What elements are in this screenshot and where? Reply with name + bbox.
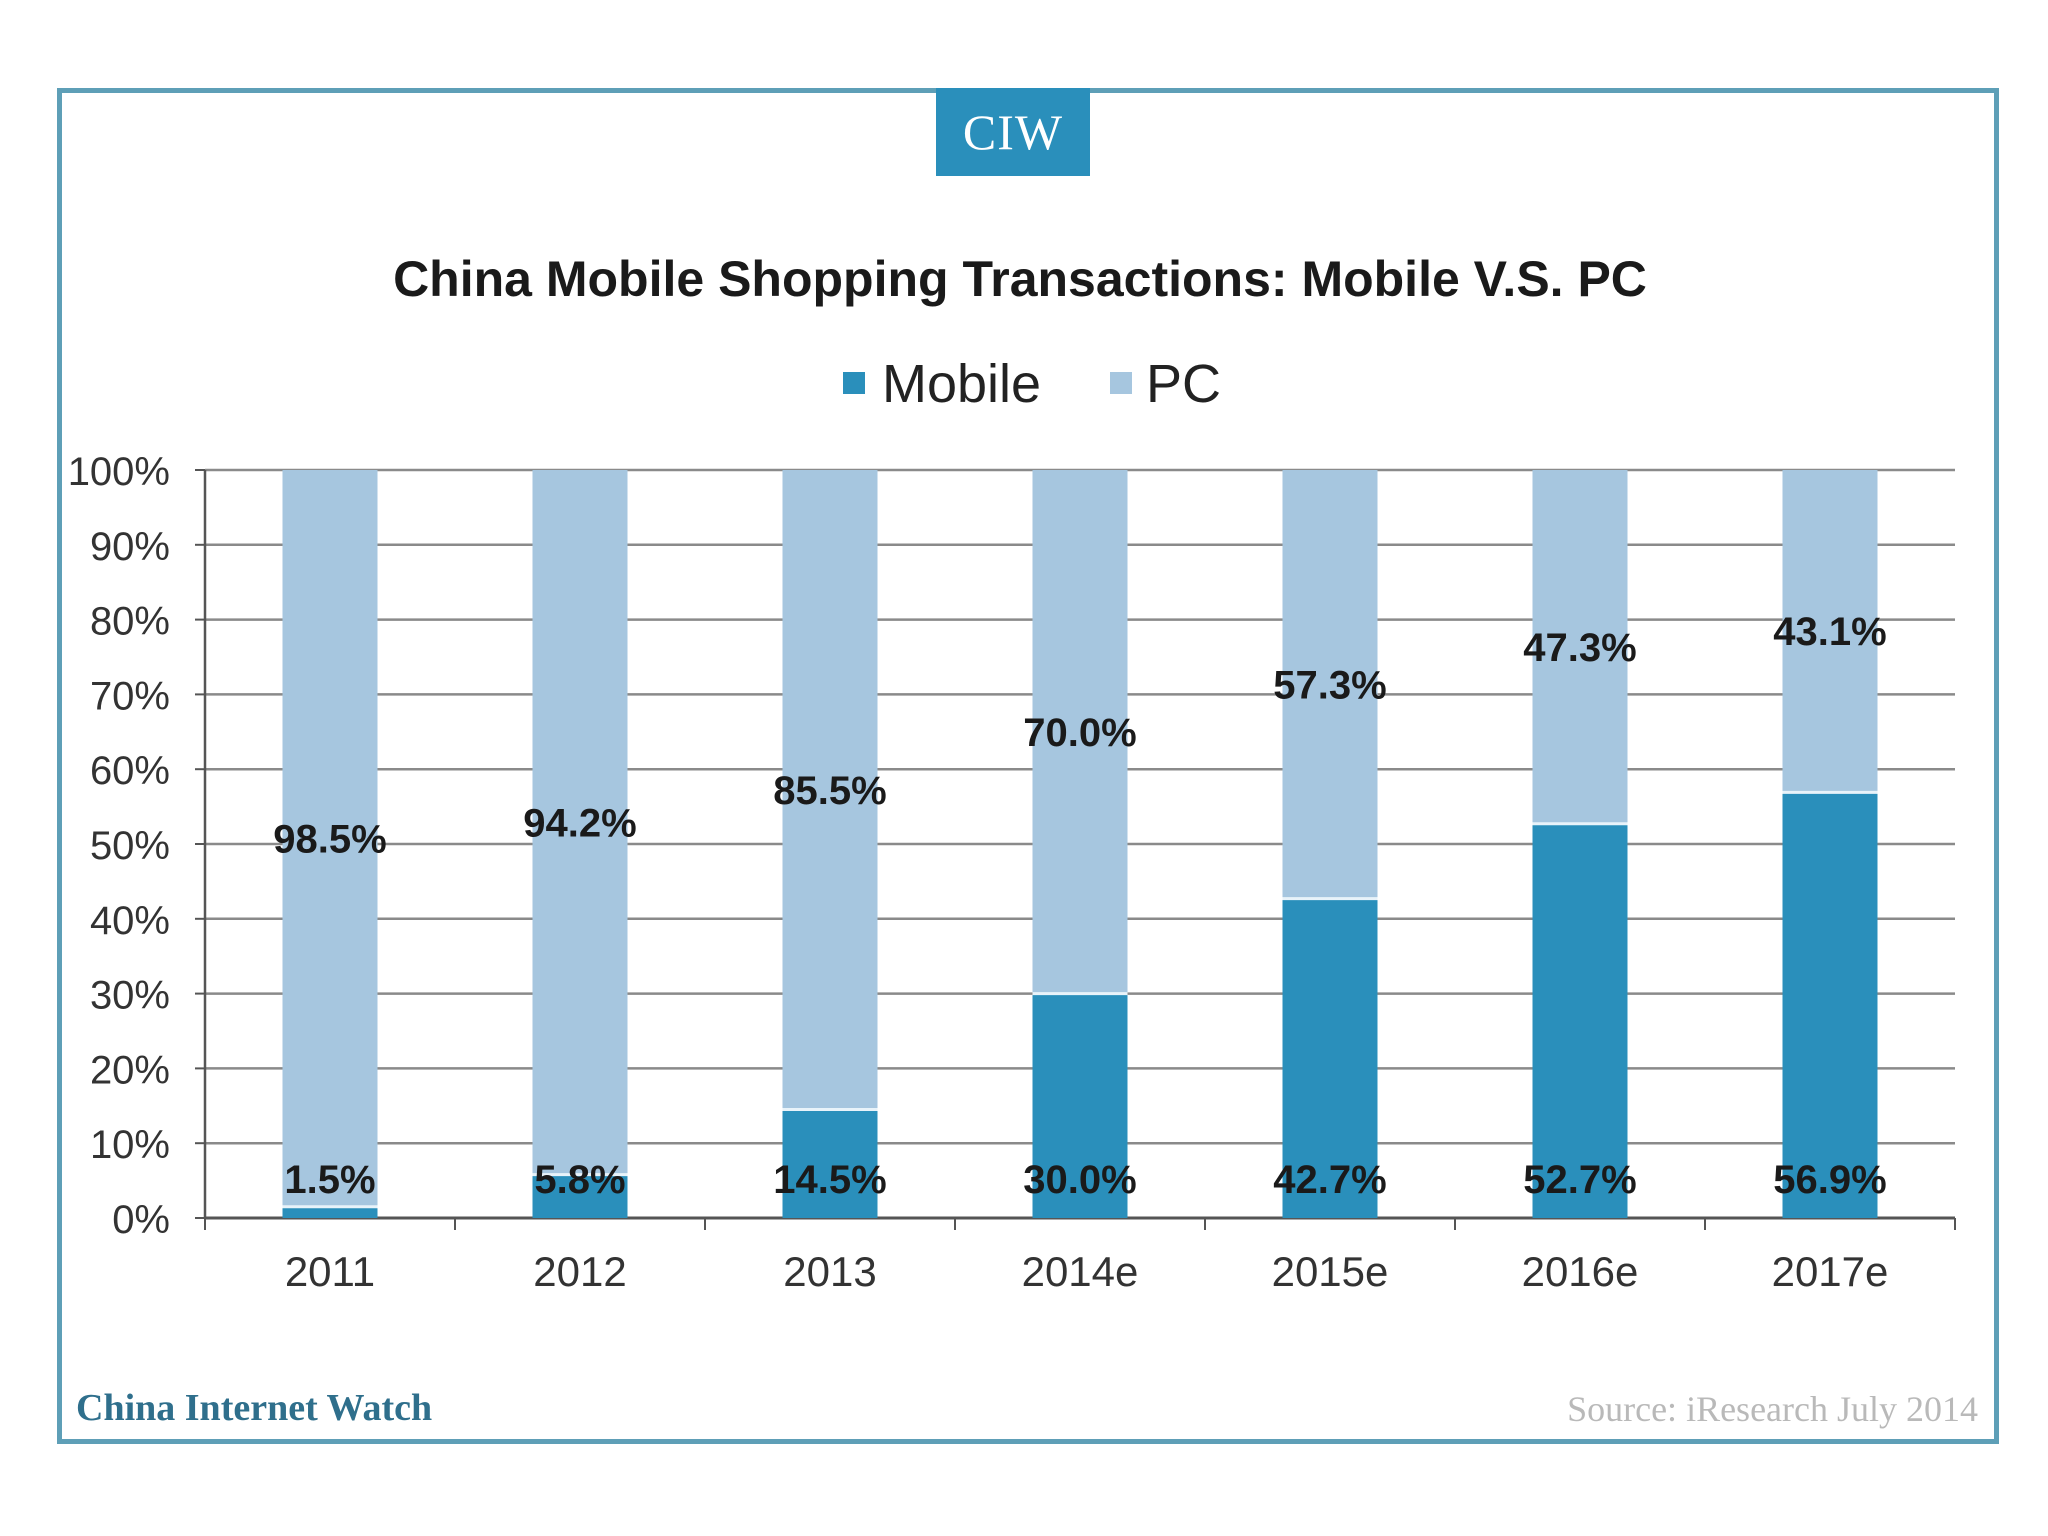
y-tick-label: 100% (68, 450, 170, 494)
bar-mobile-2016e (1532, 823, 1628, 1218)
bar-pc-2016e (1532, 470, 1628, 824)
y-tick-label: 0% (112, 1198, 170, 1242)
ciw-logo-badge: CIW (936, 88, 1090, 176)
data-label-pc: 85.5% (773, 769, 886, 813)
bar-pc-2013 (782, 470, 878, 1110)
y-axis: 0% 10% 20% 30% 40% 50% 60% 70% 80% 90% 100% (68, 450, 207, 1242)
y-tick-label: 70% (90, 674, 170, 718)
bar-mobile-2017e (1782, 792, 1878, 1218)
bar-pc-2017e (1782, 470, 1878, 793)
x-tick-label: 2013 (783, 1248, 876, 1295)
data-label-mobile: 30.0% (1023, 1158, 1136, 1202)
x-tick-label: 2014e (1022, 1248, 1139, 1295)
bar-pc-2012 (532, 470, 628, 1175)
data-label-pc: 98.5% (273, 817, 386, 861)
data-label-pc: 47.3% (1523, 626, 1636, 670)
bar-pc-2014e (1032, 470, 1128, 994)
x-tick-label: 2015e (1272, 1248, 1389, 1295)
data-label-pc: 57.3% (1273, 663, 1386, 707)
data-label-mobile: 5.8% (534, 1158, 625, 1202)
x-axis: 2011 2012 2013 2014e 2015e 2016e 2017e (204, 1218, 1956, 1295)
y-tick-label: 40% (90, 899, 170, 943)
y-tick-label: 30% (90, 974, 170, 1018)
legend-swatch-pc (1110, 372, 1132, 394)
data-labels: 1.5% 98.5% 5.8% 94.2% 14.5% 85.5% 30.0% 70.0% 42… (273, 610, 1886, 1202)
y-tick-label: 20% (90, 1048, 170, 1092)
bar-mobile-2011 (282, 1206, 378, 1218)
footer-source: Source: iResearch July 2014 (1567, 1389, 1978, 1429)
y-tick-label: 60% (90, 749, 170, 793)
data-label-mobile: 1.5% (284, 1158, 375, 1202)
bar-mobile-2013 (782, 1109, 878, 1218)
x-tick-label: 2017e (1772, 1248, 1889, 1295)
legend-swatch-mobile (843, 372, 865, 394)
bars (282, 470, 1878, 1218)
x-tick-label: 2016e (1522, 1248, 1639, 1295)
y-tick-label: 10% (90, 1123, 170, 1167)
legend-label-mobile: Mobile (882, 354, 1041, 414)
data-label-pc: 94.2% (523, 801, 636, 845)
bar-pc-2011 (282, 470, 378, 1207)
bar-mobile-2014e (1032, 993, 1128, 1218)
data-label-mobile: 56.9% (1773, 1158, 1886, 1202)
data-label-mobile: 42.7% (1273, 1158, 1386, 1202)
bar-mobile-2015e (1282, 898, 1378, 1218)
data-label-mobile: 14.5% (773, 1158, 886, 1202)
chart-title: China Mobile Shopping Transactions: Mobi… (393, 251, 1647, 307)
legend: Mobile PC (843, 354, 1221, 414)
data-label-mobile: 52.7% (1523, 1158, 1636, 1202)
x-tick-label: 2012 (533, 1248, 626, 1295)
y-tick-label: 80% (90, 600, 170, 644)
bar-mobile-2012 (532, 1174, 628, 1218)
bar-pc-2015e (1282, 470, 1378, 899)
legend-label-pc: PC (1146, 354, 1221, 414)
data-label-pc: 70.0% (1023, 711, 1136, 755)
y-tick-label: 50% (90, 824, 170, 868)
y-tick-label: 90% (90, 525, 170, 569)
data-label-pc: 43.1% (1773, 610, 1886, 654)
footer-brand: China Internet Watch (76, 1387, 433, 1429)
x-tick-label: 2011 (285, 1248, 375, 1295)
